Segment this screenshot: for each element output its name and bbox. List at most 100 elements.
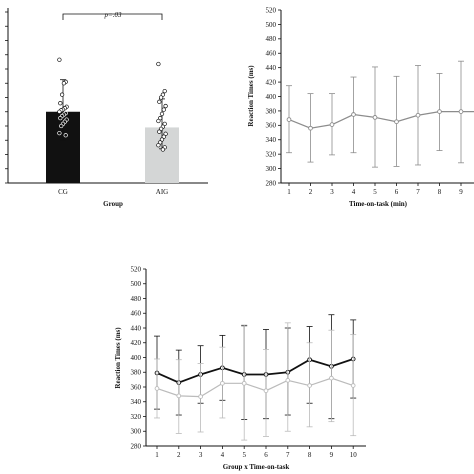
panel-b-y-tick-label: 300 <box>266 165 277 173</box>
panel-c-y-tick-label: 400 <box>131 354 142 362</box>
panel-b-y-ticks: 280 300 320 340 360 380 400 420 440 460 480 500 520 <box>266 6 281 187</box>
data-point <box>57 57 62 62</box>
data-point <box>157 99 162 104</box>
panel-b-y-tick-label: 380 <box>266 107 277 115</box>
panel-b-marker <box>286 117 292 122</box>
panel-c-x-tick-label: 4 <box>221 451 225 459</box>
panel-c-y-tick-label: 460 <box>131 310 142 318</box>
category-label-cg: CG <box>58 188 68 196</box>
panel-b-marker <box>458 109 464 114</box>
panel-group-comparison: p=.03 CG AIG Group <box>5 8 208 208</box>
panel-c-x-tick-label: 6 <box>264 451 268 459</box>
panel-b-y-tick-label: 500 <box>266 21 277 29</box>
panel-a-y-ticks <box>5 11 8 184</box>
data-point <box>163 103 168 109</box>
panel-b-y-title: Reaction Times (ms) <box>247 65 255 127</box>
panel-c-marker <box>263 388 269 394</box>
panel-c-marker <box>307 383 312 388</box>
panel-c-y-tick-label: 420 <box>131 339 142 347</box>
panel-b-marker <box>394 119 399 125</box>
panel-c-marker <box>198 394 203 399</box>
panel-b-series-0 <box>286 60 474 168</box>
panel-c-y-tick-label: 380 <box>131 369 142 377</box>
panel-time-on-task: 280300320340360380400420440460480500520 … <box>247 6 474 208</box>
panel-b-x-ticks: 1 2 3 4 5 6 7 8 9 <box>287 183 463 196</box>
panel-b-x-tick-label: 4 <box>352 188 356 196</box>
data-point <box>59 123 64 129</box>
panel-c-x-tick-label: 5 <box>242 451 246 459</box>
panel-a-points <box>57 57 168 152</box>
panel-b-x-tick-label: 7 <box>416 188 420 196</box>
data-point <box>159 111 165 117</box>
panel-c-line-0 <box>156 358 354 384</box>
category-label-aig: AIG <box>156 188 168 196</box>
panel-b-x-tick-label: 1 <box>287 188 291 196</box>
panel-b-y-tick-label: 320 <box>266 151 277 159</box>
data-point <box>156 118 161 124</box>
panel-b-marker <box>351 112 356 117</box>
data-point <box>157 129 162 134</box>
data-point <box>63 133 68 138</box>
panel-c-y-tick-label: 340 <box>131 398 142 406</box>
panel-b-marker <box>372 115 378 120</box>
panel-b-y-tick-label: 360 <box>266 122 277 130</box>
panel-c-x-tick-label: 10 <box>350 451 358 459</box>
panel-c-x-tick-label: 8 <box>308 451 312 459</box>
panel-b-y-tick-label: 340 <box>266 136 277 144</box>
panel-c-x-ticks: 1 2 3 4 5 6 7 8 9 10 <box>155 446 357 459</box>
panel-b-y-tick-label: 480 <box>266 35 277 43</box>
panel-b-x-tick-label: 6 <box>395 188 399 196</box>
data-point <box>57 109 62 114</box>
significance-bracket <box>62 13 163 20</box>
significance-annotation: p=.03 <box>104 11 122 19</box>
panel-c-series <box>154 314 357 441</box>
panel-c-series-1 <box>154 322 357 441</box>
panel-group-by-time: 280300320340360380400420440460480500520 … <box>114 265 366 471</box>
panel-b-x-tick-label: 3 <box>330 188 334 196</box>
panel-c-y-tick-label: 480 <box>131 295 142 303</box>
panel-c-marker <box>154 386 160 391</box>
data-point <box>61 81 67 86</box>
panel-c-x-tick-label: 7 <box>286 451 290 459</box>
panel-c-marker <box>176 393 182 399</box>
panel-c-y-tick-label: 520 <box>131 265 142 273</box>
panel-c-x-tick-label: 2 <box>177 451 181 459</box>
panel-b-series <box>286 60 474 168</box>
panel-c-marker <box>350 383 356 388</box>
panel-c-x-tick-label: 9 <box>330 451 334 459</box>
panel-c-x-tick-label: 1 <box>155 451 159 459</box>
panel-c-marker <box>329 375 334 381</box>
panel-c-marker <box>220 380 225 386</box>
panel-b-y-tick-label: 520 <box>266 6 277 14</box>
panel-b-y-tick-label: 400 <box>266 93 277 101</box>
data-point <box>58 101 63 106</box>
panel-b-x-title: Time-on-task (min) <box>349 200 408 208</box>
data-point <box>158 95 164 100</box>
panel-b-marker <box>308 125 313 131</box>
panel-b-y-tick-label: 460 <box>266 50 277 58</box>
panel-c-marker <box>241 380 247 386</box>
panel-b-y-tick-label: 420 <box>266 78 277 86</box>
data-point <box>162 88 167 94</box>
data-point <box>160 147 166 152</box>
panel-c-x-title: Group x Time-on-task <box>223 463 290 471</box>
panel-b-marker <box>329 122 335 127</box>
panel-c-y-tick-label: 280 <box>131 442 142 450</box>
panel-c-series-0 <box>154 314 357 420</box>
panel-c-y-tick-label: 360 <box>131 383 142 391</box>
panel-c-x-tick-label: 3 <box>199 451 203 459</box>
panel-a-x-title: Group <box>103 200 123 208</box>
data-point <box>156 143 161 148</box>
panel-b-marker <box>415 112 421 118</box>
panel-c-y-tick-label: 440 <box>131 324 142 332</box>
panel-b-y-tick-label: 440 <box>266 64 277 72</box>
panel-c-line-1 <box>156 377 354 398</box>
panel-c-y-tick-label: 500 <box>131 280 142 288</box>
data-point <box>59 92 65 97</box>
panel-b-x-tick-label: 2 <box>309 188 313 196</box>
panel-c-y-ticks: 280 300 320 340 360 380 400 420 440 460 480 500 520 <box>131 265 146 450</box>
panel-b-x-tick-label: 8 <box>438 188 442 196</box>
panel-b-marker <box>437 109 442 114</box>
data-point <box>156 61 161 67</box>
